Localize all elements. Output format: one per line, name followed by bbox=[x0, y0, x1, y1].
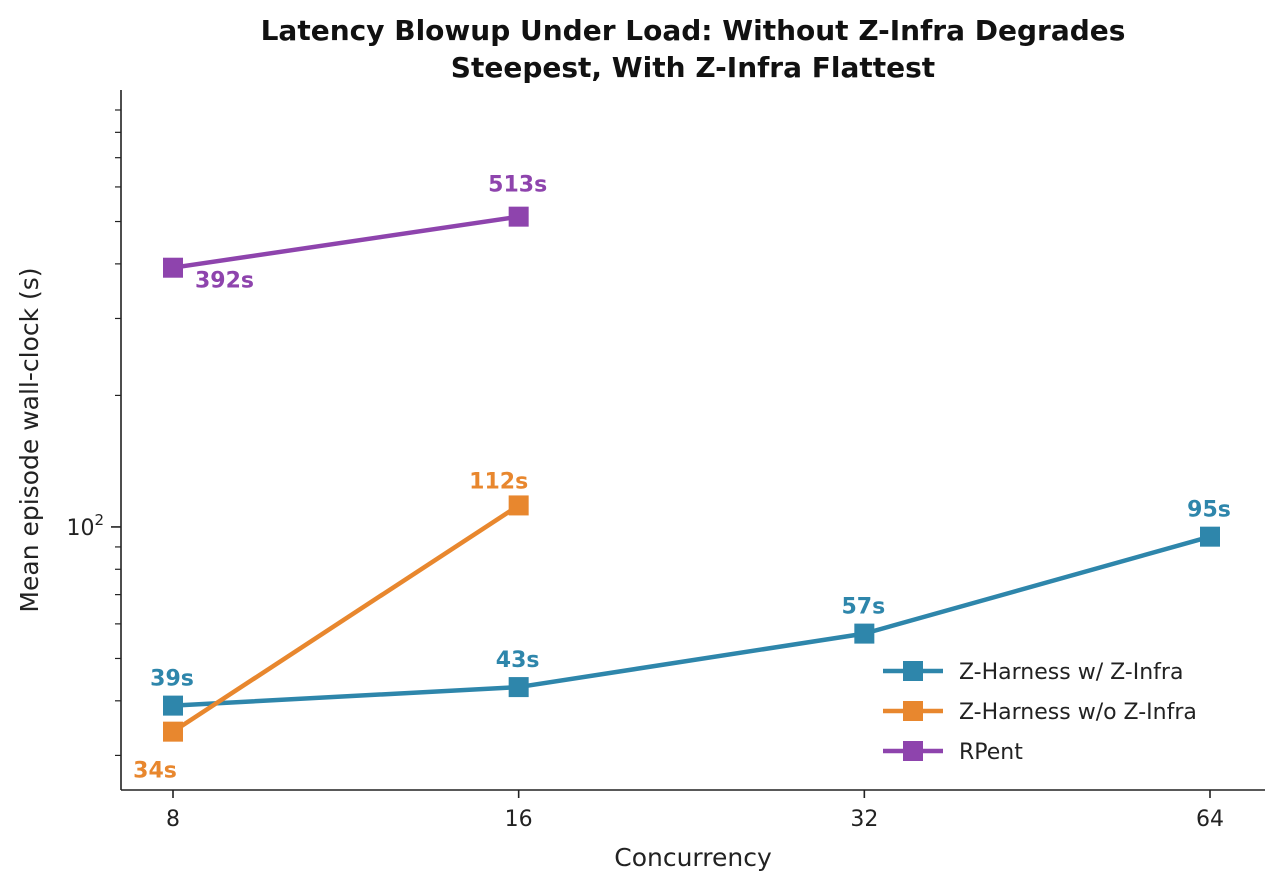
x-tick-label: 8 bbox=[166, 807, 180, 832]
point-value-label: 57s bbox=[841, 595, 885, 620]
point-value-label: 34s bbox=[133, 759, 177, 784]
legend-label: Z-Harness w/ Z-Infra bbox=[959, 660, 1183, 685]
series-lines bbox=[171, 214, 1211, 734]
x-tick-label: 32 bbox=[850, 807, 878, 832]
point-labels: 39s 43s 57s 95s 34s 112s 392s 513s bbox=[133, 173, 1231, 784]
series-point-marker bbox=[854, 623, 875, 644]
y-tick-label: 102 bbox=[66, 511, 104, 541]
series-point-marker bbox=[163, 257, 183, 278]
y-axis-label: Mean episode wall-clock (s) bbox=[15, 267, 44, 612]
y-axis-ticks: 102 bbox=[66, 109, 121, 757]
chart-title: Latency Blowup Under Load: Without Z-Inf… bbox=[261, 14, 1126, 84]
series-point-marker bbox=[1200, 526, 1220, 547]
legend-item: Z-Harness w/o Z-Infra bbox=[883, 700, 1197, 725]
point-value-label: 95s bbox=[1187, 498, 1231, 523]
plot-area: 102 8 16 32 64 39s 43s 57s 95s 34s 112s 392s 513s bbox=[66, 90, 1265, 832]
series-point-marker bbox=[508, 495, 529, 516]
legend-item: Z-Harness w/ Z-Infra bbox=[883, 660, 1183, 685]
series-point-marker bbox=[163, 721, 183, 742]
point-value-label: 112s bbox=[469, 469, 528, 494]
point-value-label: 43s bbox=[496, 648, 540, 673]
series-point-marker bbox=[508, 677, 529, 698]
legend-label: RPent bbox=[959, 740, 1023, 765]
series-line bbox=[172, 214, 519, 270]
legend-swatch-marker bbox=[903, 661, 923, 681]
x-axis-ticks: 8 16 32 64 bbox=[166, 790, 1224, 832]
point-value-label: 39s bbox=[150, 667, 194, 692]
legend-label: Z-Harness w/o Z-Infra bbox=[959, 700, 1197, 725]
x-axis-label: Concurrency bbox=[614, 843, 772, 872]
series-point-marker bbox=[508, 206, 529, 227]
chart-title-line-2: Steepest, With Z-Infra Flattest bbox=[451, 51, 935, 84]
point-value-label: 392s bbox=[195, 269, 254, 294]
series-point-marker bbox=[163, 695, 183, 716]
legend-item: RPent bbox=[883, 740, 1023, 765]
x-tick-label: 64 bbox=[1196, 807, 1224, 832]
series-line bbox=[172, 534, 1211, 708]
legend: Z-Harness w/ Z-Infra Z-Harness w/o Z-Infr… bbox=[883, 660, 1197, 765]
series-line bbox=[171, 503, 520, 734]
point-value-label: 513s bbox=[488, 173, 547, 198]
legend-swatch-marker bbox=[903, 701, 923, 721]
chart-title-line-1: Latency Blowup Under Load: Without Z-Inf… bbox=[261, 14, 1126, 47]
x-tick-label: 16 bbox=[505, 807, 533, 832]
legend-swatch-marker bbox=[903, 741, 923, 761]
series-points bbox=[163, 206, 1220, 742]
